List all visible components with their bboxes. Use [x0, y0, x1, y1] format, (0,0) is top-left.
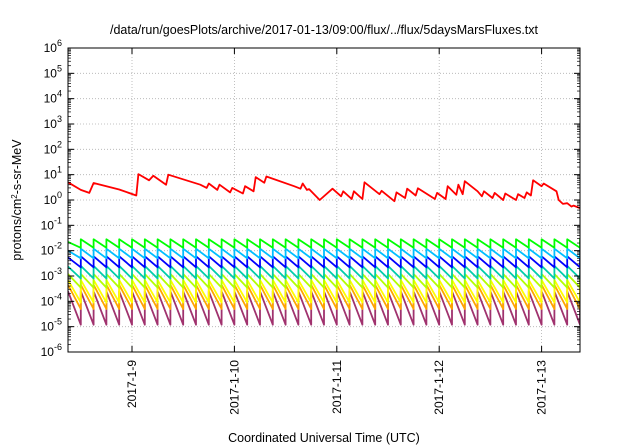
y-tick-exponent: 4 [57, 89, 62, 99]
y-tick-label: 10-1 [41, 215, 62, 232]
y-tick-label: 10-5 [41, 317, 62, 334]
series-line [68, 273, 580, 289]
y-tick-exponent: -3 [54, 266, 62, 276]
y-tick-label: 100 [44, 190, 62, 207]
y-tick-base: 10 [41, 244, 55, 258]
chart-title: /data/run/goesPlots/archive/2017-01-13/0… [110, 23, 539, 37]
y-tick-label: 102 [44, 139, 62, 156]
y-tick-exponent: 1 [57, 165, 62, 175]
y-axis-title-base: protons/cm [10, 199, 24, 261]
y-tick-exponent: -6 [54, 342, 62, 352]
series-line [68, 255, 580, 269]
x-tick-label: 2017-1-12 [432, 360, 446, 415]
series-line [68, 265, 580, 280]
y-tick-label: 106 [44, 38, 62, 55]
y-tick-label: 101 [44, 165, 62, 182]
series-line [68, 173, 580, 209]
series-line [68, 238, 580, 249]
y-tick-exponent: 0 [57, 190, 62, 200]
y-tick-label: 10-4 [41, 291, 62, 308]
y-tick-base: 10 [41, 218, 55, 232]
y-tick-label: 104 [44, 89, 62, 106]
x-axis-title: Coordinated Universal Time (UTC) [228, 431, 420, 445]
x-tick-label: 2017-1-10 [227, 360, 241, 415]
series-layer [68, 173, 580, 326]
y-tick-base: 10 [41, 345, 55, 359]
y-tick-exponent: -2 [54, 241, 62, 251]
y-tick-label: 10-2 [41, 241, 62, 258]
y-tick-label: 10-6 [41, 342, 62, 359]
y-tick-exponent: -4 [54, 291, 62, 301]
x-tick-label: 2017-1-9 [125, 360, 139, 408]
y-axis-title-sup: 2 [10, 194, 19, 199]
series-line [68, 279, 580, 304]
y-tick-label: 10-3 [41, 266, 62, 283]
y-tick-exponent: 6 [57, 38, 62, 48]
y-tick-base: 10 [41, 320, 55, 334]
y-tick-base: 10 [41, 294, 55, 308]
y-axis-title: protons/cm2-s-sr-MeV [10, 139, 25, 261]
y-tick-base: 10 [44, 168, 58, 182]
y-tick-exponent: 2 [57, 139, 62, 149]
x-tick-label: 2017-1-13 [535, 360, 549, 415]
y-tick-exponent: 5 [57, 63, 62, 73]
y-tick-base: 10 [44, 193, 58, 207]
y-axis-title-rest: -s-sr-MeV [10, 139, 24, 195]
y-tick-exponent: -1 [54, 215, 62, 225]
y-tick-base: 10 [44, 66, 58, 80]
y-tick-base: 10 [44, 41, 58, 55]
y-tick-exponent: 3 [57, 114, 62, 124]
y-tick-base: 10 [44, 117, 58, 131]
y-tick-base: 10 [44, 142, 58, 156]
y-tick-base: 10 [41, 269, 55, 283]
y-tick-base: 10 [44, 92, 58, 106]
series-line [68, 247, 580, 260]
y-tick-label: 103 [44, 114, 62, 131]
x-tick-label: 2017-1-11 [330, 360, 344, 414]
ticks: 10-610-510-410-310-210-11001011021031041… [41, 38, 580, 415]
y-tick-label: 105 [44, 63, 62, 80]
y-tick-exponent: -5 [54, 317, 62, 327]
